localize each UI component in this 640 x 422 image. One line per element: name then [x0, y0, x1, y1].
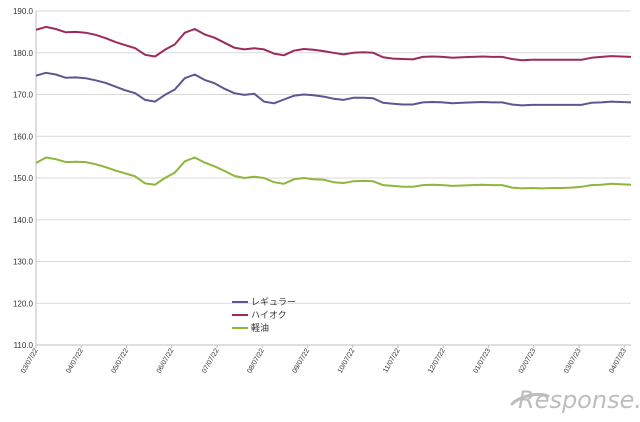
watermark-swoosh [510, 392, 550, 406]
y-tick-label: 190.0 [13, 7, 34, 16]
series-line-2 [35, 25, 632, 62]
y-tick-label: 160.0 [13, 132, 34, 141]
series-line-1 [35, 71, 632, 107]
y-tick-label: 180.0 [13, 49, 34, 58]
legend-label: ハイオク [251, 310, 287, 321]
watermark-brand-text: Response. [518, 386, 640, 414]
y-axis-ticks: 110.0 120.0 130.0 140.0 150.0 160.0 170.0 180.0… [13, 7, 34, 350]
grid-layer [35, 10, 631, 346]
watermark-logo: Response. [510, 386, 640, 414]
legend-label: 軽油 [251, 322, 269, 334]
legend-label: レギュラー [251, 297, 296, 308]
y-tick-label: 150.0 [13, 174, 34, 183]
y-tick-label: 130.0 [13, 258, 34, 267]
y-tick-label: 170.0 [13, 91, 34, 100]
y-tick-label: 140.0 [13, 216, 34, 225]
series-line-3 [35, 156, 632, 190]
y-tick-label: 110.0 [14, 341, 34, 350]
y-tick-label: 120.0 [13, 299, 34, 308]
series-layer [35, 25, 632, 190]
